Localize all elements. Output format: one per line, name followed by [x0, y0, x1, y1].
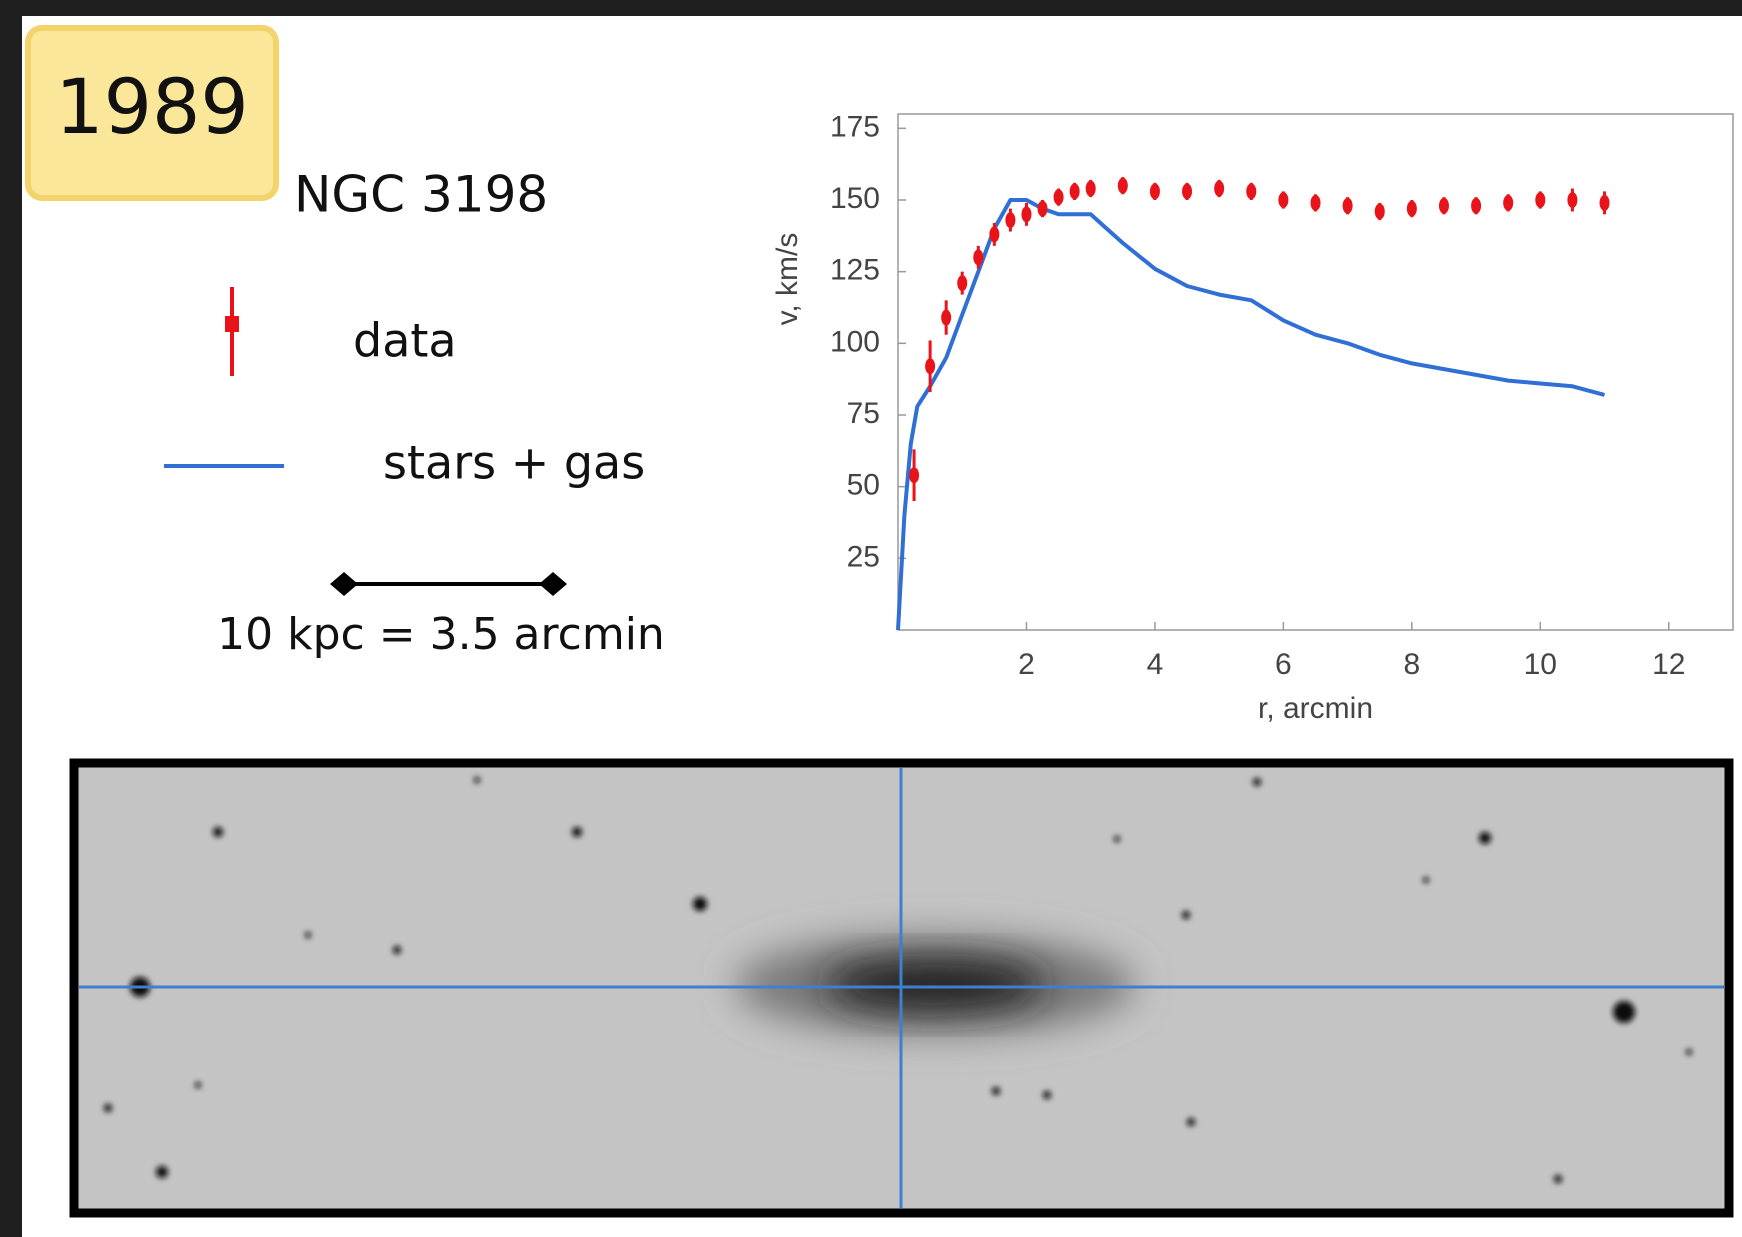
y-tick-label: 125: [830, 254, 880, 287]
y-tick-label: 150: [830, 182, 880, 215]
data-point: [1342, 197, 1353, 214]
data-point: [925, 358, 936, 375]
plot-area: [897, 113, 1734, 631]
data-point: [1117, 177, 1128, 194]
data-point: [1214, 180, 1225, 197]
data-point: [1374, 203, 1385, 220]
model-curve: [896, 198, 1606, 631]
galaxy-image: [69, 758, 1734, 1218]
data-point: [1149, 183, 1160, 200]
data-point: [1567, 192, 1578, 208]
data-point: [1182, 183, 1193, 200]
data-point: [1535, 192, 1546, 208]
data-point: [973, 249, 984, 266]
year-badge: [25, 25, 279, 201]
galaxy-core: [825, 959, 1045, 1011]
data-point: [989, 226, 1000, 243]
year: 1989: [55, 62, 248, 151]
data-point: [1085, 180, 1096, 197]
x-tick-label: 8: [1404, 648, 1421, 681]
legend-label: stars + gas: [383, 436, 645, 490]
data-point: [1310, 194, 1321, 211]
data-point: [909, 467, 920, 484]
data-point: [957, 275, 968, 292]
scale-bar-label: 10 kpc = 3.5 arcmin: [217, 609, 665, 660]
data-point: [1599, 194, 1610, 211]
data-point: [1053, 189, 1064, 206]
y-tick-label: 100: [830, 325, 880, 358]
y-tick-label: 25: [847, 540, 880, 573]
y-tick-label: 175: [830, 110, 880, 143]
data-point: [1037, 200, 1048, 217]
x-tick-label: 6: [1275, 648, 1292, 681]
chart: 25 50 75 100 125 150 175 2 4 6 8 10 12 r, arcmin v, km…: [771, 110, 1734, 725]
legend: data stars + gas: [164, 287, 645, 490]
data-point: [1069, 183, 1080, 200]
x-tick-label: 4: [1147, 648, 1164, 681]
data-point: [1471, 197, 1482, 214]
galaxy-name: NGC 3198: [294, 166, 548, 224]
x-tick-label: 10: [1524, 648, 1557, 681]
data-point: [1021, 206, 1032, 223]
data-point: [1503, 194, 1514, 211]
data-point: [1278, 192, 1289, 208]
legend-data-marker: [225, 316, 239, 332]
x-tick-label: 2: [1018, 648, 1035, 681]
legend-label: data: [353, 314, 457, 368]
data-point: [941, 309, 952, 326]
x-tick-label: 12: [1652, 648, 1685, 681]
data-point: [1246, 183, 1257, 200]
y-axis-label: v, km/s: [771, 233, 804, 326]
y-tick-label: 50: [847, 469, 880, 502]
y-tick-label: 75: [847, 397, 880, 430]
x-axis-label: r, arcmin: [1258, 692, 1373, 725]
data-point: [1005, 212, 1016, 229]
data-point: [1406, 200, 1417, 217]
data-point: [1438, 197, 1449, 214]
